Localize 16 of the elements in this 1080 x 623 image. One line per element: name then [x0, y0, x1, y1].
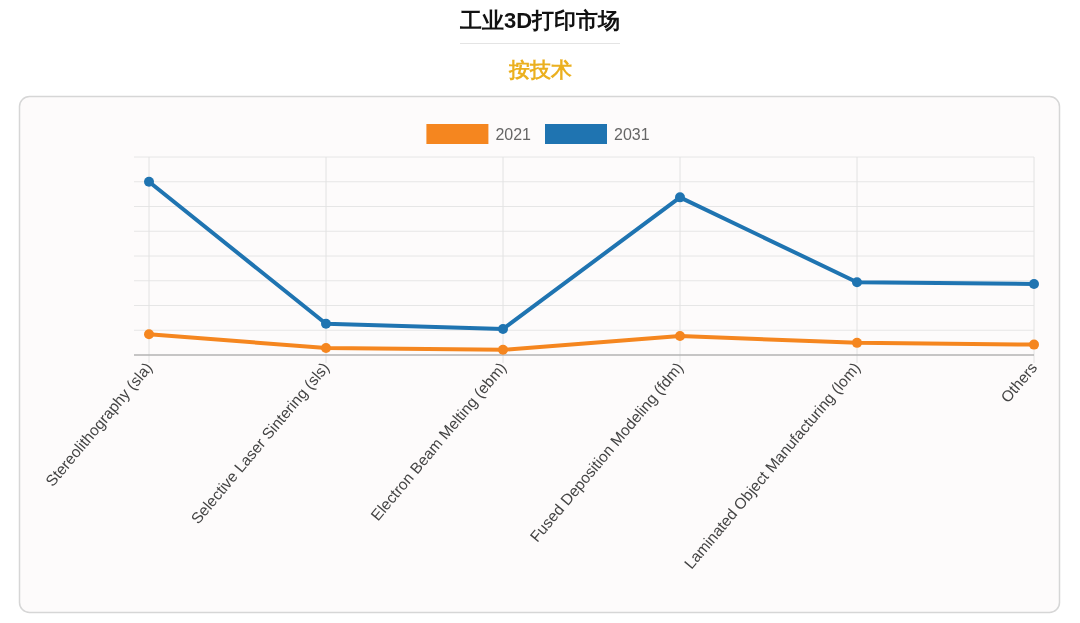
point	[498, 324, 508, 335]
point	[675, 192, 685, 203]
point	[852, 337, 862, 348]
point	[144, 329, 154, 340]
point	[321, 343, 331, 354]
point	[144, 176, 154, 187]
point	[675, 330, 685, 341]
point	[1029, 278, 1039, 289]
legend-label: 2021	[495, 125, 532, 143]
title: 工业3D打印市场	[459, 8, 621, 33]
point	[1029, 339, 1039, 350]
point	[852, 277, 862, 288]
legend-label: 2031	[614, 125, 650, 143]
point	[321, 318, 331, 329]
subtitle: 按技术	[508, 58, 572, 81]
point	[498, 344, 508, 355]
